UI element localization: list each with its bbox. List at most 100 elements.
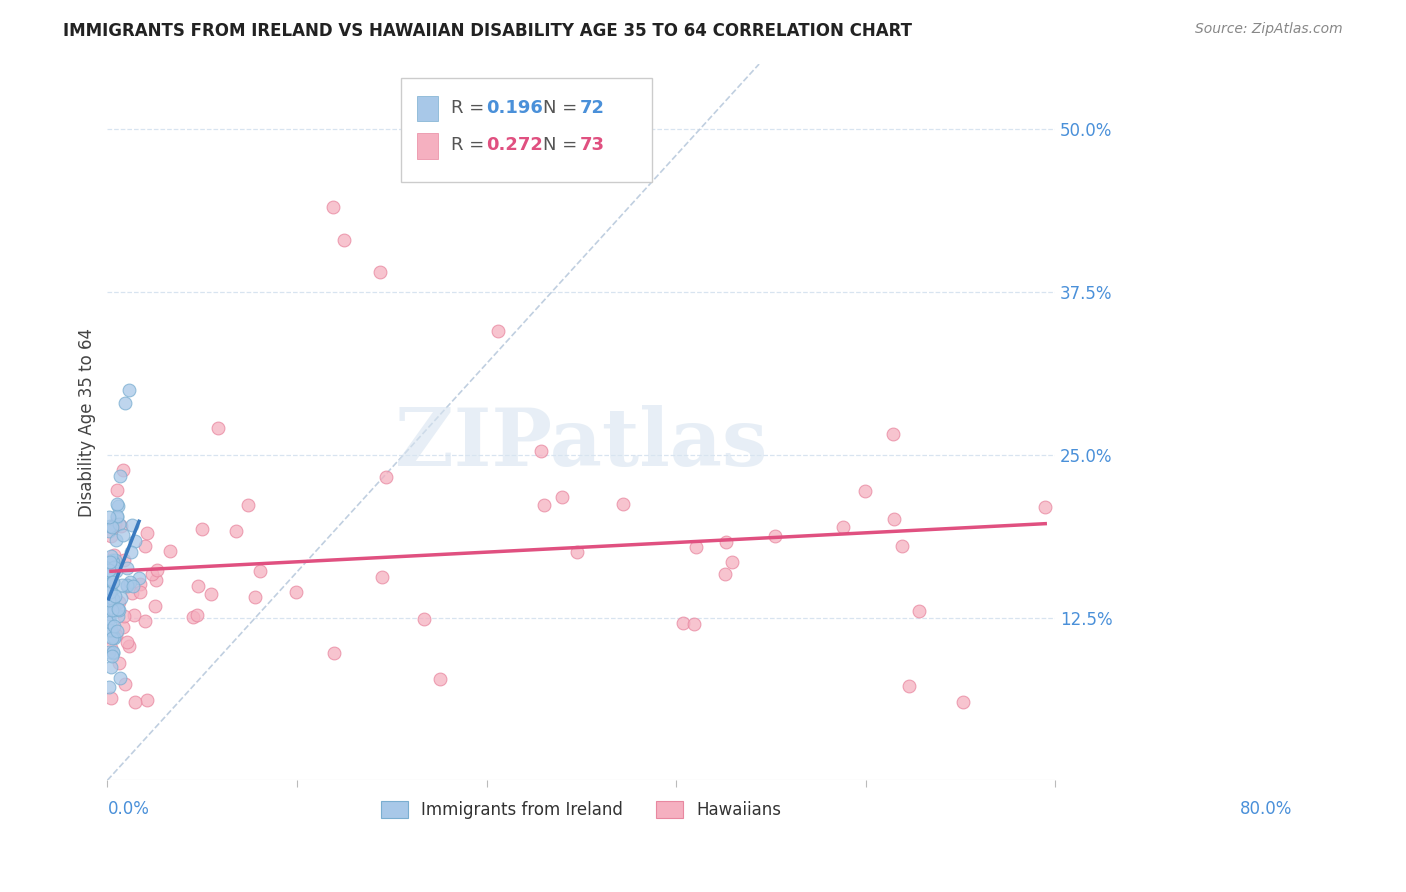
Point [368, 265, 391, 279]
Point [101, 520, 124, 534]
Point [122, 608, 145, 623]
Point [685, 541, 707, 555]
Point [103, 519, 125, 533]
Point [141, 566, 163, 581]
Point [97, 612, 120, 626]
Point [103, 602, 125, 616]
Point [104, 628, 127, 642]
Point [101, 553, 124, 567]
Point [121, 586, 143, 600]
Point [412, 612, 434, 626]
Point [567, 545, 589, 559]
Point [124, 534, 146, 549]
Point [890, 539, 912, 553]
Y-axis label: Disability Age 35 to 64: Disability Age 35 to 64 [79, 327, 96, 516]
Point [111, 463, 134, 477]
Point [115, 634, 138, 648]
Point [374, 469, 396, 483]
Point [101, 591, 124, 606]
Point [321, 200, 343, 214]
Point [104, 589, 127, 603]
Point [101, 574, 124, 589]
Point [108, 469, 131, 483]
Point [101, 603, 124, 617]
Point [551, 490, 574, 504]
Point [105, 510, 128, 524]
Point [100, 660, 122, 674]
Point [832, 520, 855, 534]
FancyBboxPatch shape [418, 134, 439, 159]
Point [105, 624, 128, 638]
Point [952, 695, 974, 709]
Point [683, 616, 706, 631]
Point [612, 497, 634, 511]
Point [110, 591, 132, 605]
Text: Source: ZipAtlas.com: Source: ZipAtlas.com [1195, 22, 1343, 37]
Point [98, 573, 121, 587]
Point [105, 565, 128, 579]
Text: 0.0%: 0.0% [107, 800, 149, 818]
Point [136, 526, 159, 541]
Point [101, 645, 124, 659]
Point [104, 517, 127, 532]
Legend: Immigrants from Ireland, Hawaiians: Immigrants from Ireland, Hawaiians [374, 794, 789, 826]
Point [883, 512, 905, 526]
Point [101, 631, 124, 645]
Point [103, 548, 125, 562]
Point [186, 608, 208, 623]
Point [486, 324, 509, 338]
Point [124, 695, 146, 709]
Point [533, 498, 555, 512]
Point [98, 615, 121, 629]
Point [97, 563, 120, 577]
Point [118, 639, 141, 653]
Point [103, 632, 125, 646]
Point [101, 574, 124, 589]
Point [103, 630, 125, 644]
FancyBboxPatch shape [401, 78, 652, 182]
Point [117, 578, 139, 592]
Point [129, 584, 152, 599]
Point [97, 645, 120, 659]
Point [107, 602, 129, 616]
Point [97, 623, 120, 637]
Point [118, 574, 141, 589]
Point [105, 483, 128, 498]
Point [107, 602, 129, 616]
Point [207, 420, 229, 434]
Point [97, 593, 120, 607]
Point [1033, 500, 1056, 515]
Point [110, 518, 132, 533]
Point [101, 594, 124, 608]
Text: 0.196: 0.196 [486, 99, 544, 117]
Point [108, 656, 131, 670]
Point [121, 518, 143, 533]
Point [101, 556, 124, 570]
Point [128, 571, 150, 585]
Point [105, 508, 128, 523]
Point [429, 672, 451, 686]
Point [104, 553, 127, 567]
Point [103, 618, 125, 632]
Point [238, 499, 260, 513]
Point [530, 443, 553, 458]
Point [104, 533, 127, 547]
Text: IMMIGRANTS FROM IRELAND VS HAWAIIAN DISABILITY AGE 35 TO 64 CORRELATION CHART: IMMIGRANTS FROM IRELAND VS HAWAIIAN DISA… [63, 22, 912, 40]
Point [115, 561, 138, 575]
Point [249, 564, 271, 578]
Point [146, 563, 169, 577]
Point [134, 539, 156, 553]
Point [128, 577, 150, 591]
Point [322, 646, 344, 660]
Point [134, 614, 156, 628]
Point [225, 524, 247, 539]
Text: N =: N = [544, 99, 583, 117]
Point [100, 549, 122, 563]
Point [101, 649, 124, 664]
Point [103, 601, 125, 615]
Text: 0.272: 0.272 [486, 136, 544, 154]
Point [108, 516, 131, 531]
FancyBboxPatch shape [418, 96, 439, 121]
Point [101, 646, 124, 660]
Point [97, 585, 120, 599]
